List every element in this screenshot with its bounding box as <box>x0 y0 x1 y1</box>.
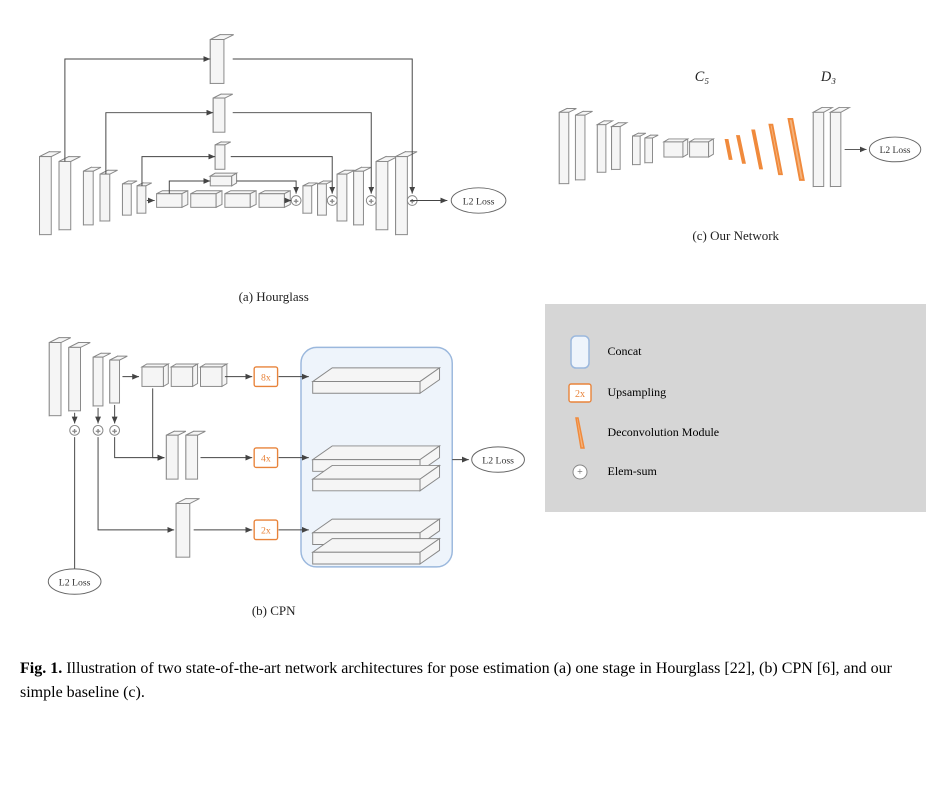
cpn-diagram: + + + <box>20 323 527 596</box>
svg-text:+: + <box>330 196 335 205</box>
legend-upsample-label: Upsampling <box>607 385 666 400</box>
panel-cpn: + + + <box>20 323 527 618</box>
ours-encoder <box>560 109 714 184</box>
panel-ours: C₅ D₃ <box>545 60 926 244</box>
svg-text:+: + <box>96 427 101 436</box>
svg-text:L2 Loss: L2 Loss <box>463 196 495 207</box>
left-column: + + + + <box>20 20 527 637</box>
svg-text:L2 Loss: L2 Loss <box>59 578 91 589</box>
l2-loss-b-bottom: L2 Loss <box>48 569 101 594</box>
ours-output <box>814 108 850 187</box>
figure-caption: Fig. 1. Illustration of two state-of-the… <box>20 657 926 705</box>
upsample-4x: 4x <box>261 454 271 465</box>
figure-container: + + + + <box>20 20 926 705</box>
cpn-elemsum: + + + <box>70 426 120 436</box>
svg-text:2x: 2x <box>575 389 585 400</box>
panel-b-label: (b) CPN <box>20 603 527 619</box>
cpn-backbone <box>49 338 227 558</box>
panel-c-label: (c) Our Network <box>545 228 926 244</box>
legend-elemsum-label: Elem-sum <box>607 464 656 479</box>
ours-deconv <box>726 119 804 180</box>
upsample-2x: 2x <box>261 526 271 537</box>
legend-deconv: Deconvolution Module <box>567 416 904 450</box>
legend-deconv-label: Deconvolution Module <box>607 425 719 440</box>
legend-elemsum: + Elem-sum <box>567 462 904 482</box>
figure-number: Fig. 1. <box>20 660 62 677</box>
panel-hourglass: + + + + <box>20 20 527 305</box>
svg-text:+: + <box>578 467 584 478</box>
cpn-vert <box>75 377 253 577</box>
svg-text:+: + <box>112 427 117 436</box>
panel-a-label: (a) Hourglass <box>20 289 527 305</box>
l2-loss-b-right: L2 Loss <box>472 447 525 472</box>
l2-loss-c: L2 Loss <box>870 137 921 162</box>
legend-concat: Concat <box>567 334 904 370</box>
legend-concat-label: Concat <box>607 344 641 359</box>
svg-text:+: + <box>72 427 77 436</box>
svg-text:+: + <box>369 196 374 205</box>
legend: Concat 2x Upsampling Deconvolution Modul… <box>545 304 926 512</box>
upsample-8x: 8x <box>261 373 271 384</box>
figure-caption-text: Illustration of two state-of-the-art net… <box>20 660 892 701</box>
hourglass-blocks <box>40 35 418 235</box>
legend-upsample: 2x Upsampling <box>567 382 904 404</box>
c5-label: C₅ <box>695 69 710 85</box>
d3-label: D₃ <box>820 69 836 85</box>
diagrams-grid: + + + + <box>20 20 926 637</box>
l2-loss-a: L2 Loss <box>451 188 506 213</box>
svg-text:L2 Loss: L2 Loss <box>482 456 514 467</box>
svg-text:+: + <box>294 196 299 205</box>
hourglass-diagram: + + + + <box>20 20 527 283</box>
right-column: C₅ D₃ <box>545 20 926 637</box>
svg-text:L2 Loss: L2 Loss <box>880 146 911 156</box>
ours-diagram: C₅ D₃ <box>545 60 926 222</box>
